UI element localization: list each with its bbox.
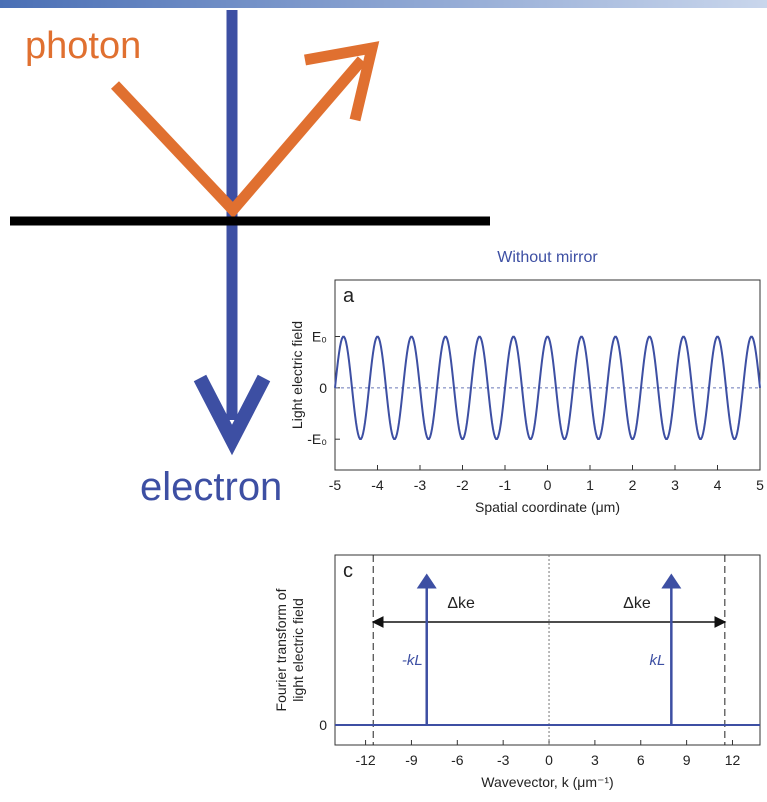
x-tick-label: -3 — [497, 752, 510, 768]
x-tick-label: -2 — [456, 477, 469, 493]
x-tick-label: -1 — [499, 477, 512, 493]
x-tick-label: 12 — [725, 752, 741, 768]
y-axis-label: Light electric field — [289, 321, 305, 429]
x-tick-label: 1 — [586, 477, 594, 493]
x-tick-label: -4 — [371, 477, 384, 493]
stem-label: -kL — [402, 652, 423, 669]
photon-path — [111, 56, 367, 219]
y-axis-label: Fourier transform of — [273, 588, 289, 711]
y-tick-label: 0 — [319, 717, 327, 733]
x-tick-label: -3 — [414, 477, 427, 493]
plot-frame — [334, 279, 761, 471]
wave-curve — [334, 335, 761, 440]
top-bar — [0, 0, 767, 8]
x-tick-label: 0 — [545, 752, 553, 768]
panel-label: c — [343, 560, 353, 582]
x-tick-label: 4 — [714, 477, 722, 493]
x-tick-label: 3 — [591, 752, 599, 768]
x-tick-label: 2 — [629, 477, 637, 493]
x-tick-label: 5 — [756, 477, 764, 493]
photon-label: photon — [25, 25, 141, 67]
x-axis-label: Wavevector, k (μm⁻¹) — [481, 774, 613, 790]
x-tick-label: 3 — [671, 477, 679, 493]
delta-label: Δke — [623, 595, 651, 612]
delta-label: Δke — [447, 595, 475, 612]
chart-title: Without mirror — [497, 249, 598, 266]
electron-label: electron — [140, 465, 282, 509]
y-tick-label: -E₀ — [307, 431, 327, 447]
x-axis-label: Spatial coordinate (μm) — [475, 499, 620, 515]
x-tick-label: 0 — [544, 477, 552, 493]
x-tick-label: -9 — [405, 752, 418, 768]
photon-arrowhead — [304, 41, 380, 122]
x-tick-label: -6 — [451, 752, 464, 768]
x-tick-label: 6 — [637, 752, 645, 768]
panel-label: a — [343, 285, 355, 307]
y-tick-label: E₀ — [312, 328, 327, 344]
y-axis-label: light electric field — [290, 598, 306, 702]
y-tick-label: 0 — [319, 380, 327, 396]
plot-frame — [334, 554, 761, 746]
electron-arrowhead — [193, 374, 271, 456]
x-tick-label: 9 — [683, 752, 691, 768]
x-tick-label: -5 — [329, 477, 342, 493]
x-tick-label: -12 — [355, 752, 375, 768]
stem-label: kL — [649, 652, 665, 669]
